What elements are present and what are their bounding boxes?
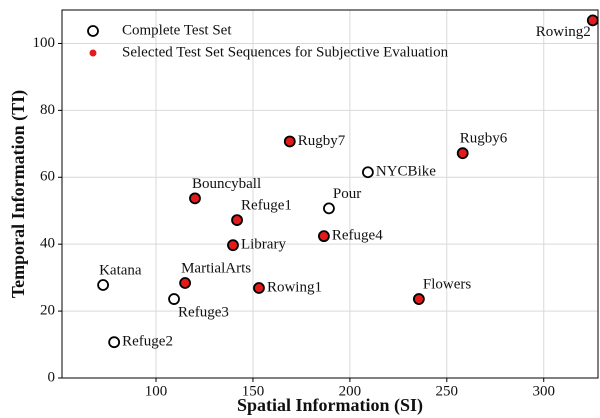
legend-marker (89, 49, 97, 57)
point-label: Rugby7 (298, 133, 346, 149)
point (412, 293, 425, 305)
point (97, 279, 109, 291)
point (227, 239, 239, 252)
legend-label: Selected Test Set Sequences for Subjecti… (122, 44, 449, 60)
plot-frame (61, 9, 599, 379)
point (323, 202, 335, 215)
point-label: Rowing2 (536, 24, 591, 40)
point-label: Refuge4 (332, 228, 383, 244)
point (283, 135, 296, 148)
point (586, 14, 599, 27)
point-label: Rugby6 (460, 131, 508, 147)
y-tick-label: 20 (40, 303, 55, 319)
x-tick-label: 200 (339, 383, 362, 399)
point-label: Bouncyball (192, 176, 261, 192)
point (361, 166, 374, 179)
y-tick-label: 40 (40, 236, 55, 252)
point (108, 336, 121, 349)
point-label: NYCBike (376, 164, 436, 180)
legend-label: Complete Test Set (122, 22, 232, 38)
x-tick-label: 300 (532, 383, 555, 399)
point-label: Refuge2 (122, 334, 173, 350)
point-label: Rowing1 (267, 279, 322, 295)
x-tick-label: 100 (145, 383, 168, 399)
y-tick-label: 100 (33, 35, 56, 51)
legend-marker (87, 25, 99, 37)
x-tick-label: 250 (436, 383, 459, 399)
point-label: Pour (333, 186, 361, 202)
point (317, 230, 330, 243)
point-label: Katana (99, 262, 142, 278)
x-tick-label: 150 (242, 383, 265, 399)
point (179, 277, 191, 289)
point (253, 282, 265, 294)
y-tick-label: 60 (40, 169, 55, 185)
point-label: Refuge3 (178, 304, 229, 320)
y-axis-title: Temporal Information (TI) (8, 90, 29, 298)
point (231, 214, 243, 226)
y-tick-label: 0 (48, 369, 56, 385)
y-tick-label: 80 (40, 102, 55, 118)
x-axis-title: Spatial Information (SI) (237, 395, 423, 416)
point (189, 192, 201, 205)
point-label: Refuge1 (241, 198, 292, 214)
point-label: MartialArts (181, 260, 251, 276)
point-label: Library (241, 237, 286, 253)
point (168, 293, 180, 305)
point-label: Flowers (423, 276, 471, 292)
point (456, 147, 469, 160)
